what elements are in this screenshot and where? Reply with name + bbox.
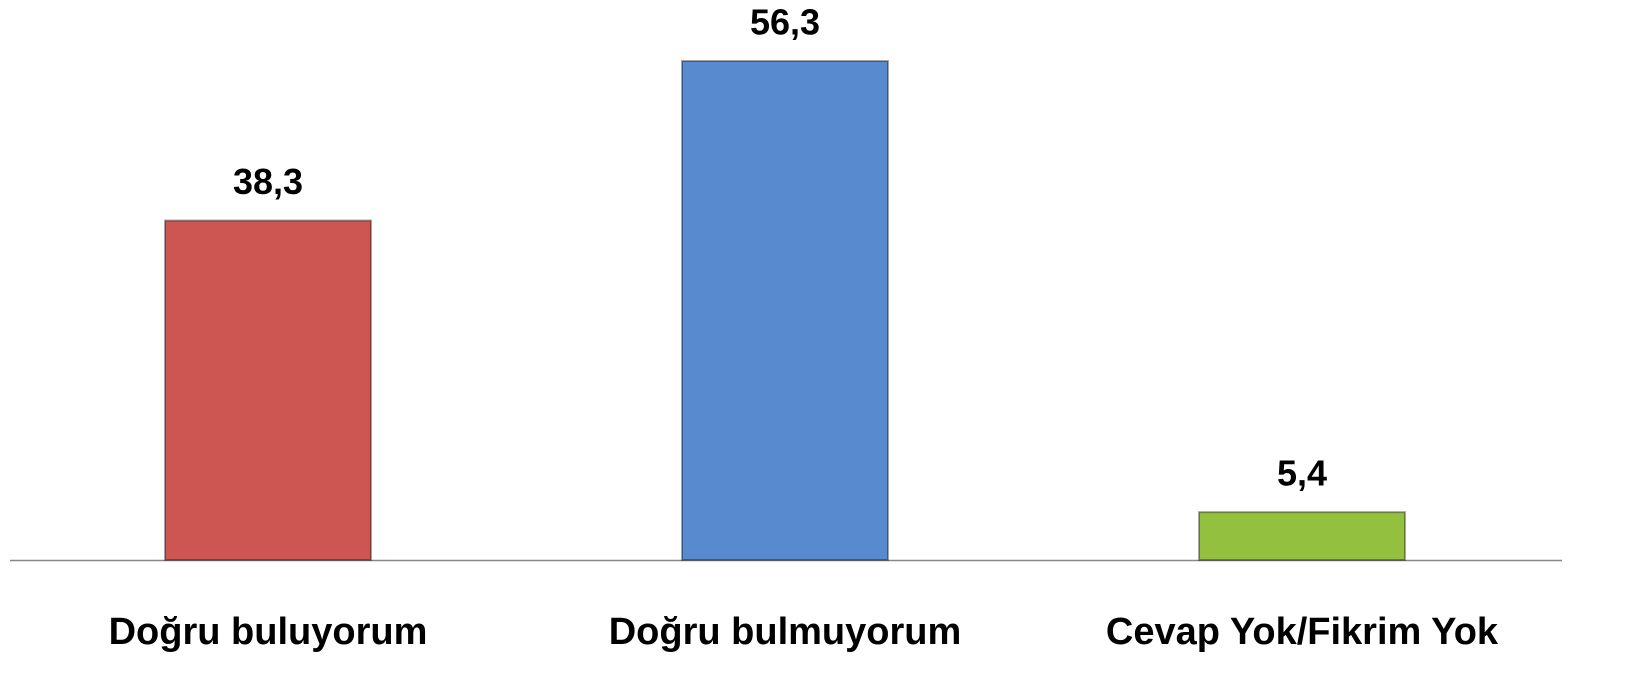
x-tick-label: Doğru buluyorum [109,611,428,653]
value-label: 56,3 [750,2,820,43]
bar [1198,511,1406,562]
x-tick-label: Doğru bulmuyorum [609,611,962,653]
bar [681,60,889,561]
value-label: 5,4 [1277,453,1327,494]
bar [164,219,372,562]
x-tick-label: Cevap Yok/Fikrim Yok [1106,611,1499,653]
value-label: 38,3 [233,161,303,202]
